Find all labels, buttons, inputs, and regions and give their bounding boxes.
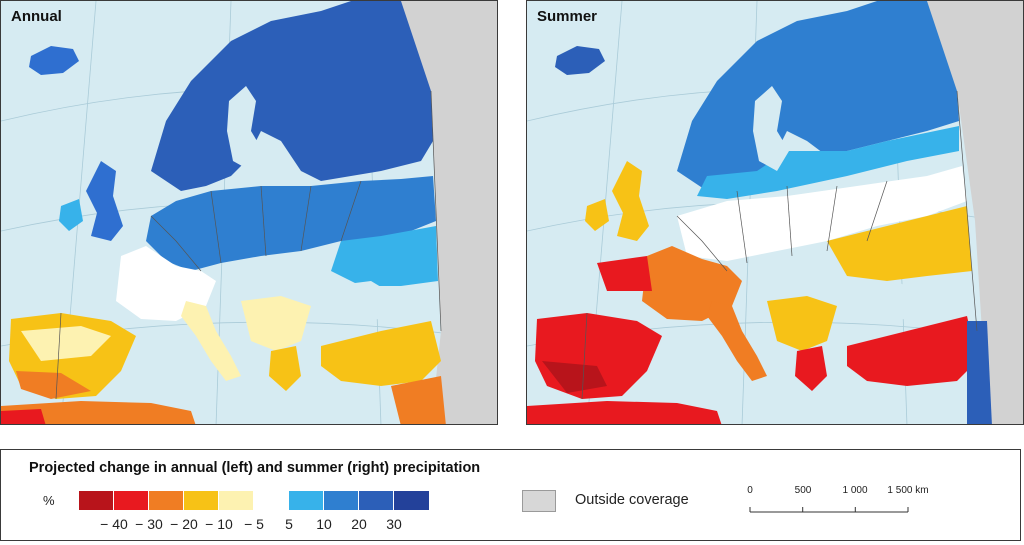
legend-swatch-5	[254, 491, 289, 510]
outside-coverage-swatch	[522, 490, 556, 512]
middle-east	[391, 376, 446, 424]
north-africa	[527, 401, 722, 424]
scale-label-1500: 1 500 km	[887, 485, 929, 496]
legend-swatch-0	[79, 491, 114, 510]
legend-tick-label: − 10	[205, 516, 233, 532]
iberia-south	[16, 371, 91, 399]
legend-title: Projected change in annual (left) and su…	[29, 460, 481, 476]
legend-unit: %	[43, 493, 55, 508]
legend-tick-label: − 20	[170, 516, 198, 532]
legend-tick-label: 5	[285, 516, 293, 532]
france-west	[597, 256, 652, 291]
italy	[181, 301, 241, 381]
ireland	[585, 199, 609, 231]
legend-tick-label: − 40	[100, 516, 128, 532]
panel-title-summer: Summer	[537, 8, 598, 25]
central-europe	[677, 166, 967, 261]
annual-map	[1, 1, 497, 424]
ireland	[59, 199, 83, 231]
summer-map	[527, 1, 1023, 424]
east-europe	[331, 226, 438, 286]
outside-coverage-area	[391, 1, 497, 424]
iberia-north	[21, 326, 111, 361]
scale-bar-line	[749, 507, 909, 513]
legend-tick-label: − 5	[244, 516, 264, 532]
legend-tick-label: 10	[316, 516, 332, 532]
scale-label-1000: 1 000	[842, 485, 868, 496]
turkey	[321, 321, 441, 386]
legend-swatch-4	[219, 491, 254, 510]
legend-tick-label: − 30	[135, 516, 163, 532]
scandinavia	[151, 1, 433, 191]
north-africa	[1, 401, 196, 424]
legend-tick-label: 20	[351, 516, 367, 532]
north-africa-west	[1, 409, 46, 424]
country-borders	[55, 90, 442, 400]
greece	[795, 346, 827, 391]
panel-title-annual: Annual	[11, 8, 62, 25]
legend-swatch-3	[184, 491, 219, 510]
turkey	[847, 316, 977, 386]
baltic-sea	[227, 86, 263, 171]
iceland	[555, 46, 605, 75]
outside-coverage-label: Outside coverage	[575, 492, 689, 508]
black-sea	[326, 281, 396, 321]
scandinavia	[677, 1, 959, 191]
italy	[707, 301, 767, 381]
legend-tick-label: 30	[386, 516, 402, 532]
summer-map-panel: Summer	[526, 0, 1024, 425]
iberia-south	[542, 361, 607, 393]
greece	[269, 346, 301, 391]
legend-swatch-8	[359, 491, 394, 510]
baltic-states	[697, 126, 959, 199]
east-europe	[827, 206, 972, 281]
scale-label-0: 0	[747, 485, 753, 496]
baltic-sea	[753, 86, 789, 171]
legend: Projected change in annual (left) and su…	[0, 449, 1021, 541]
legend-swatch-2	[149, 491, 184, 510]
legend-swatch-1	[114, 491, 149, 510]
levant-edge	[967, 321, 992, 424]
annual-map-panel: Annual	[0, 0, 498, 425]
balkans	[241, 296, 311, 351]
legend-swatch-9	[394, 491, 429, 510]
iceland	[29, 46, 79, 75]
legend-swatch-7	[324, 491, 359, 510]
balkans	[767, 296, 837, 351]
great-britain	[86, 161, 123, 241]
country-borders	[581, 90, 978, 400]
legend-swatch-6	[289, 491, 324, 510]
great-britain	[612, 161, 649, 241]
outside-coverage-area	[917, 1, 1023, 424]
black-sea	[852, 281, 922, 321]
scale-label-500: 500	[794, 485, 812, 496]
color-scale	[79, 491, 429, 510]
